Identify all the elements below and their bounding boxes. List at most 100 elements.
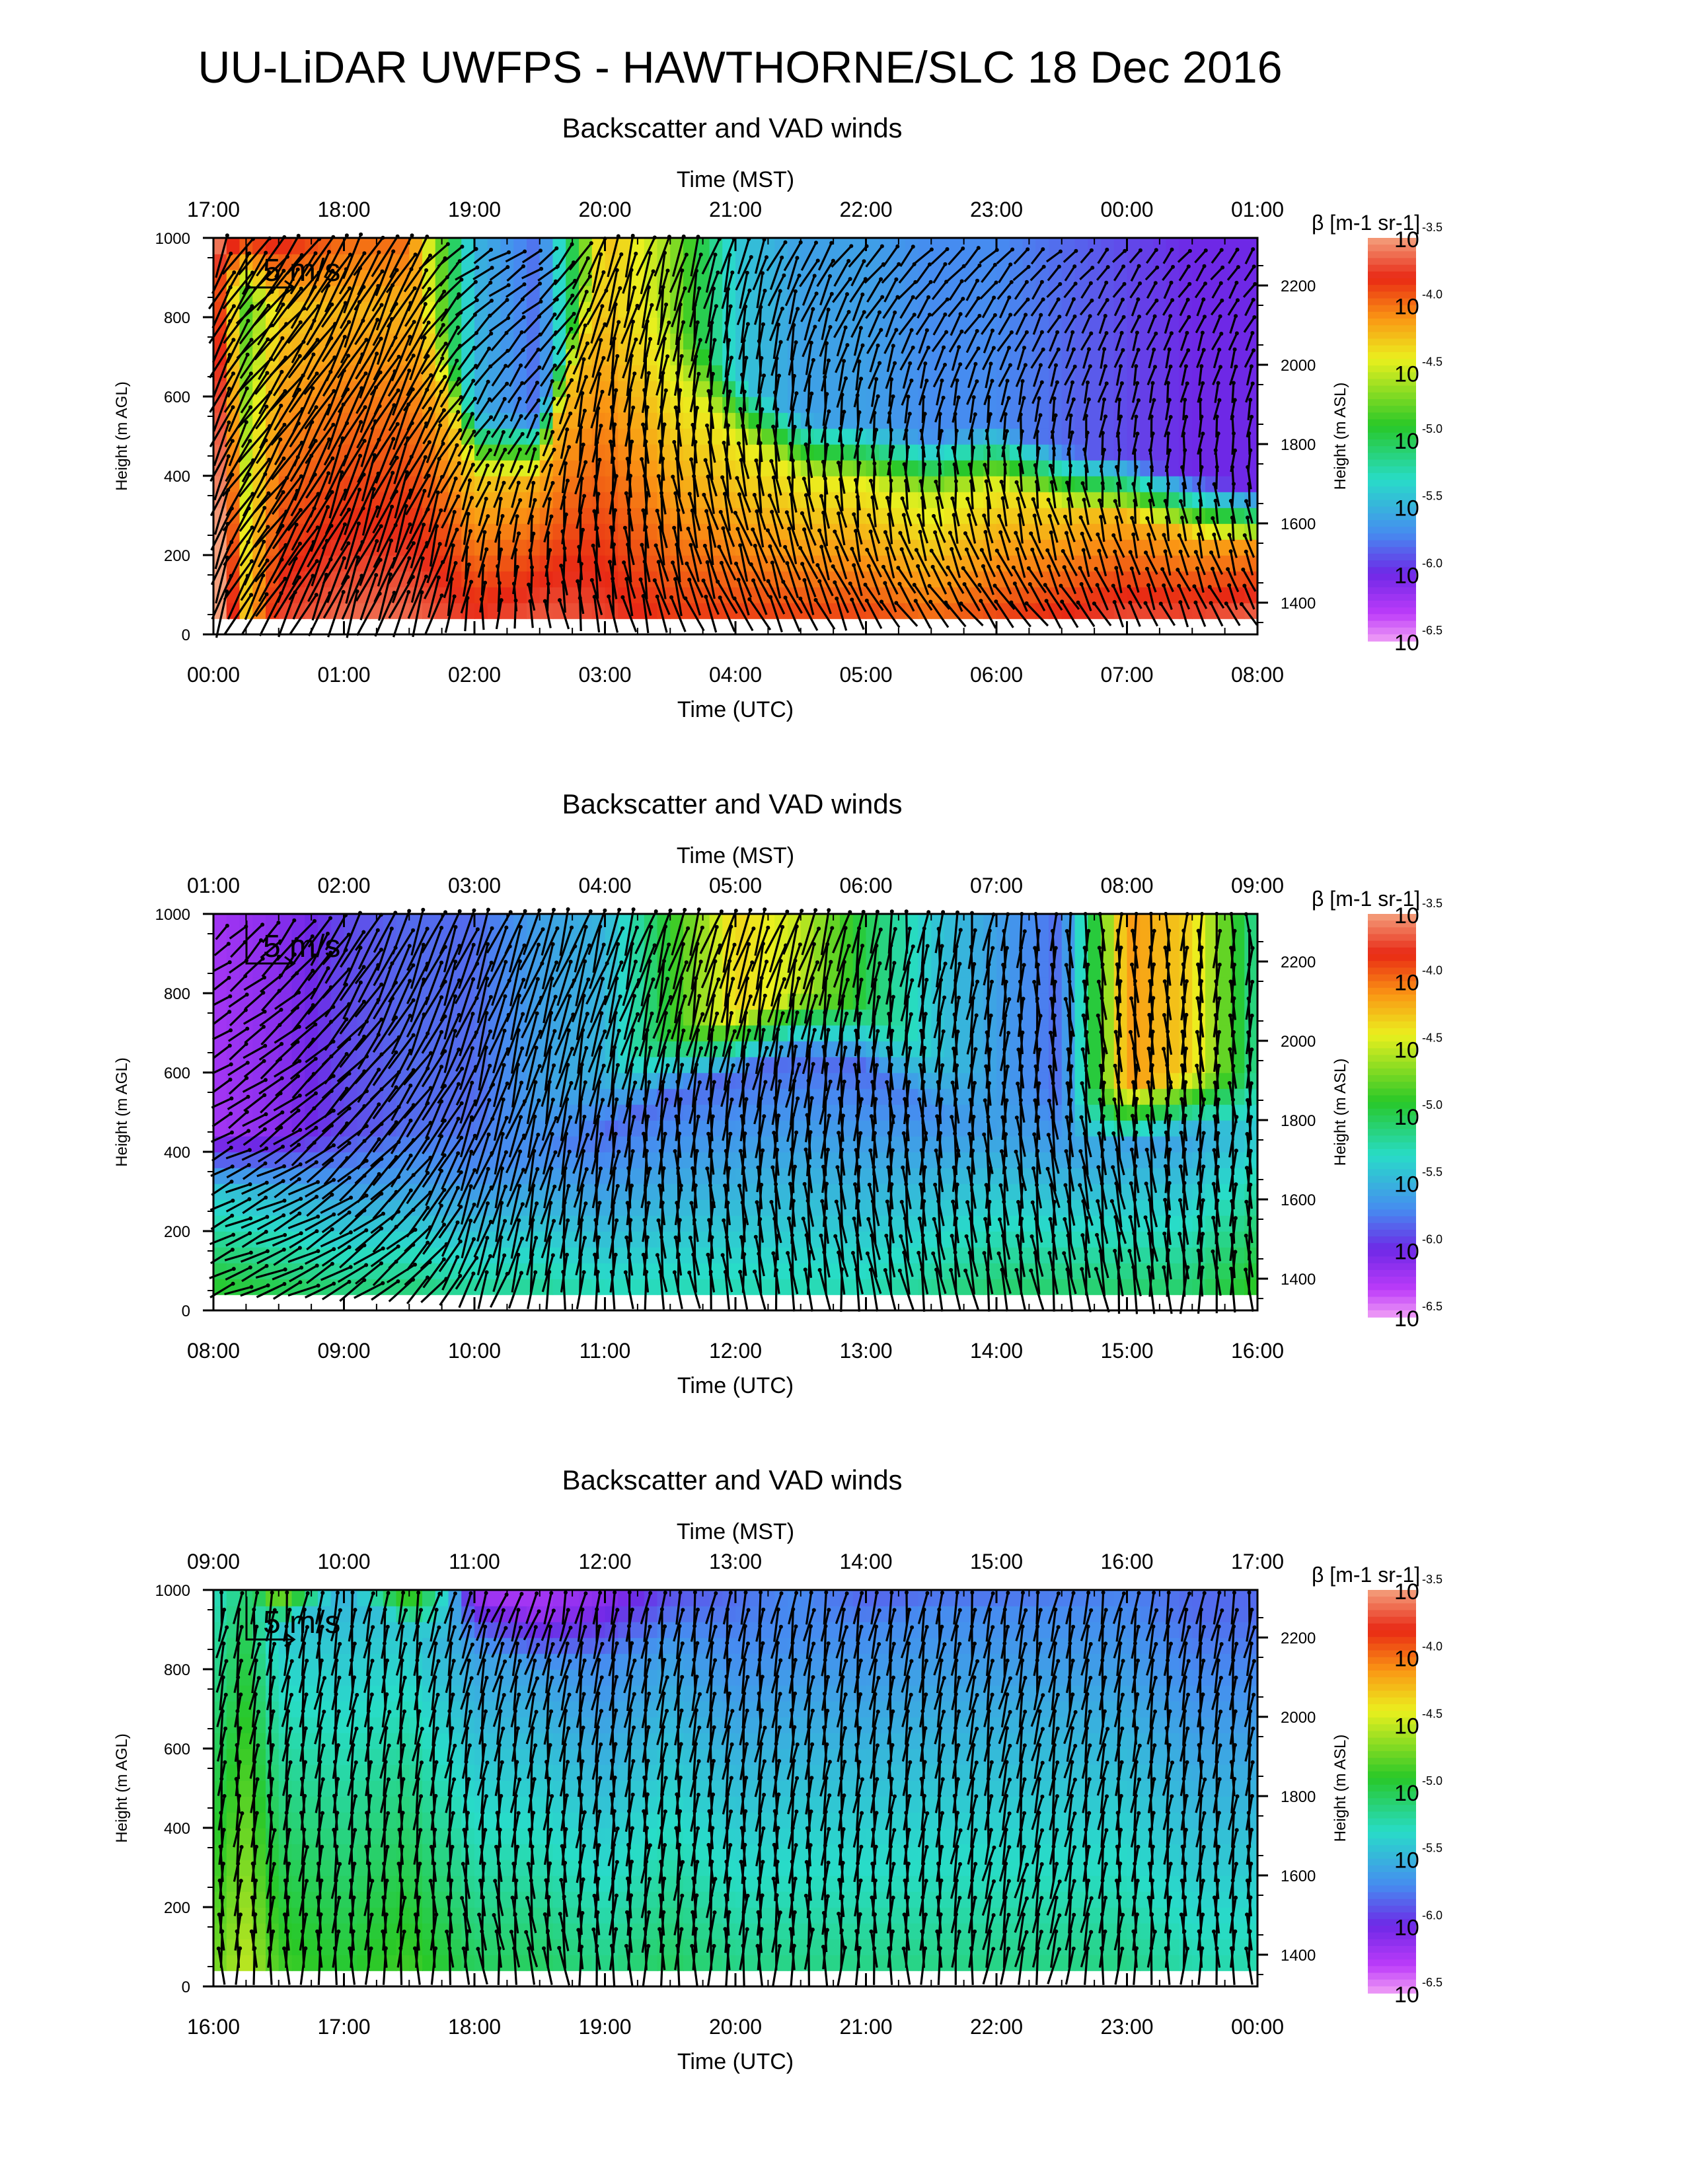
colorbar-segment xyxy=(1368,594,1416,601)
wind-vector-head xyxy=(330,457,334,461)
wind-vector-head xyxy=(456,494,460,498)
wind-vector-head xyxy=(926,346,930,350)
backscatter-cell xyxy=(1101,238,1115,254)
wind-vector-head xyxy=(348,286,352,290)
wind-vector-head xyxy=(837,511,841,515)
backscatter-cell xyxy=(827,476,841,492)
wind-vector-head xyxy=(844,377,848,381)
wind-vector-head xyxy=(879,328,883,332)
backscatter-cell xyxy=(1114,444,1128,461)
wind-vector-head xyxy=(714,252,718,256)
wind-vector-head xyxy=(1159,602,1163,606)
wind-vector-head xyxy=(632,285,636,289)
wind-vector-head xyxy=(942,346,946,350)
x-tick-label: 01:00 xyxy=(317,663,370,687)
wind-vector-head xyxy=(960,280,964,283)
wind-vector-head xyxy=(1121,348,1125,352)
wind-vector-head xyxy=(489,248,493,252)
wind-vector-head xyxy=(653,578,657,582)
wind-vector-head xyxy=(1202,348,1206,352)
wind-vector-head xyxy=(737,492,741,496)
backscatter-cell xyxy=(996,270,1010,286)
wind-vector-head xyxy=(860,293,864,297)
wind-vector-head xyxy=(674,406,678,410)
wind-vector-head xyxy=(1047,564,1051,568)
wind-vector-head xyxy=(943,363,947,367)
colorbar-segment xyxy=(1368,547,1416,554)
wind-vector-head xyxy=(231,405,235,409)
wind-vector-head xyxy=(815,563,819,567)
wind-vector-head xyxy=(848,277,852,281)
colorbar-segment xyxy=(1368,467,1416,474)
wind-vector-head xyxy=(250,338,254,342)
wind-vector-head xyxy=(504,364,507,368)
wind-vector-head xyxy=(1235,331,1239,335)
wind-vector-head xyxy=(885,546,889,550)
wind-vector-head xyxy=(565,428,569,432)
wind-vector-head xyxy=(847,310,851,314)
wind-vector-head xyxy=(1090,266,1094,270)
wind-vector-head xyxy=(650,303,654,307)
wind-vector-head xyxy=(518,498,522,502)
wind-vector-head xyxy=(704,458,708,462)
wind-vector-head xyxy=(311,352,315,356)
wind-vector-head xyxy=(374,573,378,577)
wind-vector-head xyxy=(981,564,985,568)
x-axis-title: Time (UTC) xyxy=(677,697,794,722)
wind-vector-head xyxy=(1209,601,1213,605)
wind-vector-head xyxy=(979,599,983,603)
backscatter-cell xyxy=(1192,460,1206,476)
wind-vector-head xyxy=(716,270,720,274)
wind-vector-head xyxy=(537,365,541,369)
wind-vector-head xyxy=(522,315,526,319)
wind-vector-head xyxy=(1057,315,1061,319)
panel-title: Backscatter and VAD winds xyxy=(562,112,902,143)
wind-vector-head xyxy=(914,599,918,603)
backscatter-cell xyxy=(1075,285,1089,302)
colorbar-tick-exponent: -5.0 xyxy=(1422,422,1442,435)
wind-vector-head xyxy=(998,531,1002,535)
wind-vector-head xyxy=(1137,348,1141,352)
wind-vector-head xyxy=(390,505,394,509)
wind-vector-head xyxy=(1208,585,1212,589)
page-title: UU-LiDAR UWFPS - HAWTHORNE/SLC 18 Dec 20… xyxy=(198,42,1282,93)
wind-vector-head xyxy=(1199,364,1203,368)
wind-vector-head xyxy=(780,307,784,311)
wind-vector-head xyxy=(802,527,806,531)
wind-vector-head xyxy=(1029,531,1033,535)
wind-vector-head xyxy=(943,313,947,317)
wind-vector-head xyxy=(519,414,523,418)
wind-vector-head xyxy=(428,440,431,444)
wind-vector-head xyxy=(231,371,235,375)
wind-vector-head xyxy=(484,497,488,501)
y-tick-label: 200 xyxy=(164,547,190,565)
wind-vector-head xyxy=(902,513,906,517)
wind-vector-head xyxy=(523,250,527,254)
wind-vector-head xyxy=(1089,282,1093,285)
wind-vector-head xyxy=(437,576,441,580)
wind-vector-head xyxy=(911,295,915,299)
wind-vector-head xyxy=(672,440,676,444)
backscatter-cell xyxy=(501,571,515,587)
wind-vector-head xyxy=(1014,531,1018,535)
backscatter-cell xyxy=(918,317,932,334)
wind-vector-head xyxy=(248,439,252,443)
wind-vector-head xyxy=(647,371,651,375)
wind-vector-head xyxy=(1121,297,1125,301)
wind-vector-head xyxy=(931,565,935,569)
wind-vector-head xyxy=(245,387,249,391)
wind-vector-head xyxy=(924,379,928,383)
backscatter-cell xyxy=(553,238,567,254)
wind-vector-head xyxy=(973,412,977,416)
wind-vector xyxy=(955,414,956,440)
wind-vector-head xyxy=(568,412,572,416)
wind-vector-head xyxy=(1155,266,1159,270)
wind-vector-head xyxy=(1073,315,1077,319)
wind-vector-head xyxy=(438,542,442,546)
wind-vector xyxy=(1021,414,1022,439)
wind-vector xyxy=(466,547,467,579)
wind-vector-head xyxy=(885,496,889,500)
wind-vector-head xyxy=(1134,415,1138,419)
wind-vector-head xyxy=(1057,265,1061,269)
wind-vector-head xyxy=(915,548,918,552)
